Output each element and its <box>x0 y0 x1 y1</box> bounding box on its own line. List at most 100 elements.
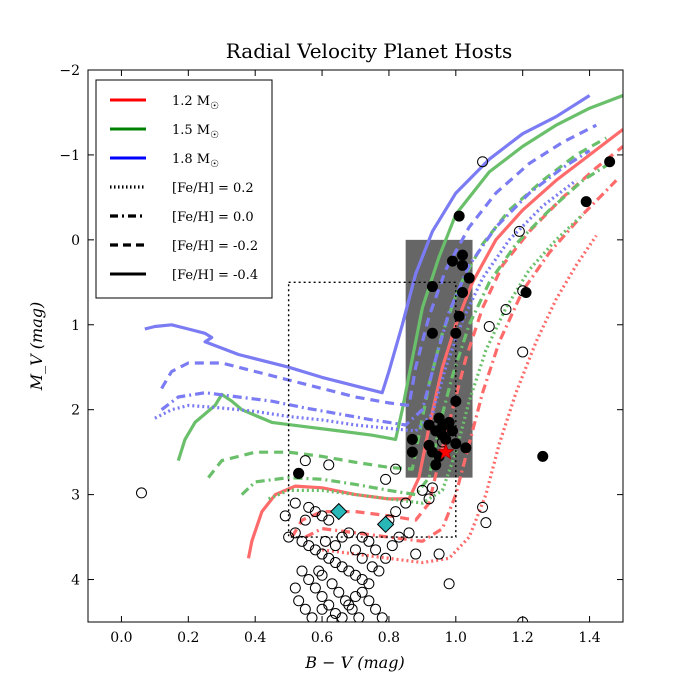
open-circle-point <box>350 544 361 556</box>
filled-circle-point <box>457 286 468 298</box>
legend-box <box>95 79 273 299</box>
open-circle-point <box>380 473 392 485</box>
open-circle-point <box>289 497 301 509</box>
filled-circle-point <box>453 210 465 222</box>
open-circle-point <box>517 346 529 358</box>
filled-circle-point <box>453 310 465 322</box>
filled-circle-point <box>450 395 462 407</box>
x-tick-label: 0.8 <box>378 630 400 646</box>
open-circle-point <box>136 487 147 499</box>
open-circle-point <box>346 603 358 615</box>
open-circle-point <box>370 603 382 615</box>
open-circle-point <box>403 527 415 539</box>
x-tick-label: 0.2 <box>177 630 199 646</box>
filled-circle-point <box>426 327 438 339</box>
open-circle-point <box>376 612 388 622</box>
open-circle-point <box>356 586 368 598</box>
open-circle-point <box>363 578 375 590</box>
open-circle-point <box>477 501 489 513</box>
track-1.2msun-feh--0.4 <box>246 128 623 559</box>
open-circle-point <box>313 565 325 577</box>
y-tick-label: −1 <box>59 148 80 164</box>
filled-circle-point <box>457 259 468 271</box>
diamond-point <box>376 515 395 534</box>
legend-label: [Fe/H] = 0.2 <box>172 181 254 196</box>
legend: 1.2 M☉ 1.5 M☉ 1.8 M☉ [Fe/H] = 0.2 [Fe/H] = 0… <box>95 79 273 299</box>
open-circle-point <box>423 493 435 505</box>
plot-frame <box>87 69 624 623</box>
open-circle-point <box>293 595 305 607</box>
open-circle-point <box>299 603 311 615</box>
track-1.8msun-feh--0.4 <box>144 94 591 395</box>
y-axis-title: M_V (mag) <box>27 302 46 391</box>
track-1.2msun-feh-0.2 <box>321 234 598 565</box>
open-circle-point <box>480 517 492 529</box>
open-circle-point <box>329 540 341 552</box>
data-points <box>136 156 616 622</box>
open-circle-point <box>370 544 382 556</box>
open-circle-point <box>333 586 345 598</box>
open-circle-point <box>483 320 495 332</box>
open-circle-point <box>339 595 351 607</box>
open-circle-point <box>386 540 398 552</box>
open-circle-point <box>316 603 328 615</box>
open-circle-point <box>289 527 301 539</box>
legend-label: [Fe/H] = 0.0 <box>172 210 254 225</box>
open-circle-point <box>443 578 455 590</box>
axis-ticks: 0.0 0.2 0.4 0.6 0.8 1.0 1.2 1.4 −2 −1 0 1 2 3 4 <box>59 63 623 646</box>
open-circle-point <box>299 455 311 467</box>
open-circle-point <box>477 156 489 168</box>
y-tick-label: 0 <box>71 233 80 249</box>
filled-circle-point <box>440 433 452 445</box>
plot-area: 0.0 0.2 0.4 0.6 0.8 1.0 1.2 1.4 −2 −1 0 1 2 3 4 <box>59 63 624 646</box>
open-circle-point <box>296 565 308 577</box>
open-circle-point <box>326 614 338 622</box>
y-tick-label: 1 <box>71 318 80 334</box>
x-tick-label: 1.0 <box>445 630 467 646</box>
open-circle-point <box>299 514 311 526</box>
legend-label: 1.8 M☉ <box>172 152 219 170</box>
filled-circle-point <box>520 286 532 298</box>
filled-circle-point <box>446 425 458 437</box>
chart-title: Radial Velocity Planet Hosts <box>226 39 512 63</box>
filled-circle-point <box>446 255 458 267</box>
filled-circle-point <box>450 438 462 450</box>
x-tick-label: 0.6 <box>311 630 333 646</box>
y-tick-label: 2 <box>71 403 80 419</box>
open-circle-point <box>393 531 405 543</box>
filled-circle-point <box>450 327 462 339</box>
y-tick-label: −2 <box>59 63 80 79</box>
open-circle-point <box>279 510 291 522</box>
y-tick-label: 3 <box>71 488 80 504</box>
x-tick-label: 0.0 <box>110 630 132 646</box>
x-tick-label: 0.4 <box>244 630 266 646</box>
filled-circle-point <box>537 450 549 462</box>
filled-circle-point <box>436 421 448 433</box>
open-circle-point <box>426 482 438 494</box>
open-circle-point <box>289 582 301 594</box>
legend-label: 1.5 M☉ <box>172 123 219 141</box>
filled-circle-point <box>604 156 616 168</box>
x-axis-title: B − V (mag) <box>304 653 404 672</box>
filled-circle-point <box>423 439 435 451</box>
open-circle-point <box>416 484 428 496</box>
open-circle-point <box>319 535 331 547</box>
open-circle-point <box>316 591 328 603</box>
open-circle-point <box>363 535 375 547</box>
y-tick-label: 4 <box>71 573 80 589</box>
open-circle-point <box>433 548 445 560</box>
track-1.8msun-feh--0.2 <box>160 123 598 407</box>
open-circle-point <box>500 303 512 315</box>
track-1.5msun-feh-0.2 <box>267 213 585 505</box>
open-circle-point <box>306 612 318 622</box>
filled-circle-point <box>463 272 475 284</box>
open-circle-point <box>323 514 335 526</box>
x-tick-label: 1.4 <box>578 630 600 646</box>
filled-circle-point <box>406 446 418 458</box>
open-circle-point <box>356 552 368 564</box>
open-circle-point <box>323 459 335 471</box>
open-circle-point <box>410 548 422 560</box>
open-circle-point <box>326 578 338 590</box>
open-circle-point <box>373 565 385 577</box>
